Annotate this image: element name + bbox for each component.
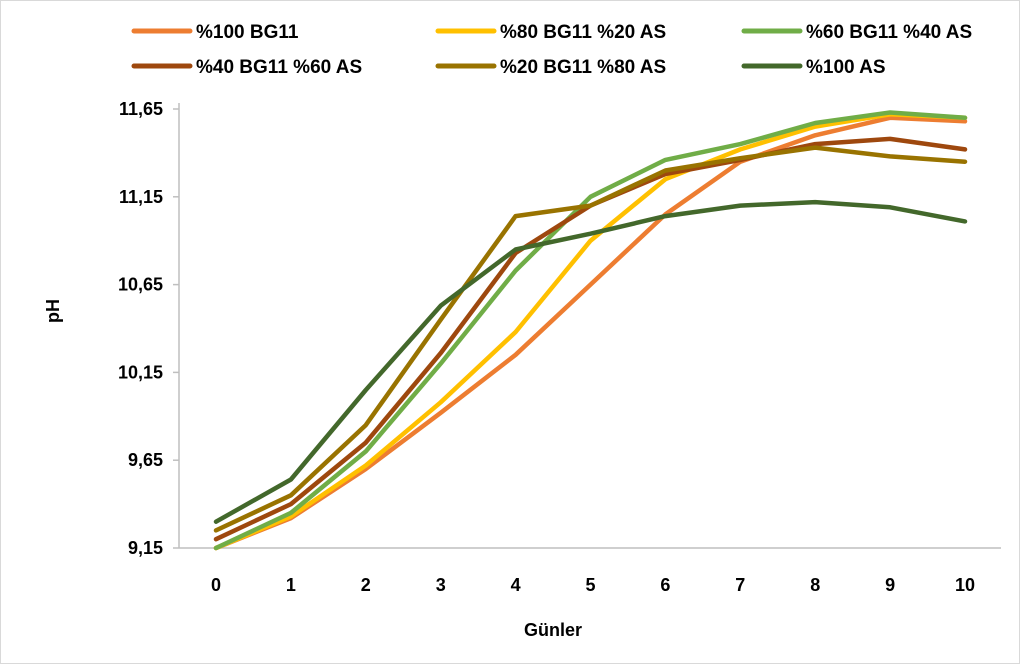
series-layer [213,110,968,551]
series-line-3 [213,110,968,551]
legend: %100 BG11 %80 BG11 %20 AS %60 BG11 %40 AS%… [131,22,972,78]
y-tick-label: 11,65 [119,99,163,119]
legend-label: %100 AS [806,57,886,78]
x-tick-label: 6 [660,575,670,595]
series-line-1 [213,115,968,551]
series-line-2 [213,112,968,551]
x-tick-label: 4 [511,575,521,595]
x-axis-title: Günler [524,620,582,640]
legend-label: %20 BG11 %80 AS [500,57,666,78]
y-tick-label: 10,65 [118,275,163,295]
legend-label: %80 BG11 %20 AS [500,22,666,43]
series-line-5 [213,145,968,533]
legend-label: %60 BG11 %40 AS [806,22,972,43]
x-tick-label: 3 [436,575,446,595]
x-tick-label: 10 [955,575,975,595]
series-line-6 [213,199,968,524]
y-tick-label: 10,15 [118,362,163,382]
y-axis-title: pH [43,299,63,323]
x-tick-label: 2 [361,575,371,595]
x-tick-label: 1 [286,575,296,595]
x-tick-label: 0 [211,575,221,595]
y-tick-label: 9,15 [128,538,163,558]
y-tick-label: 11,15 [119,187,163,207]
x-axis: 0 1 2 3 4 5 6 7 8 9 10 [179,547,1001,595]
x-tick-label: 9 [885,575,895,595]
x-tick-label: 8 [810,575,820,595]
x-tick-label: 7 [735,575,745,595]
y-axis: 9,15 9,65 10,15 10,65 11,15 11,65 [118,99,180,558]
x-tick-label: 5 [585,575,595,595]
legend-label: %100 BG11 [196,22,299,43]
y-tick-label: 9,65 [128,450,163,470]
legend-label: %40 BG11 %60 AS [196,57,362,78]
